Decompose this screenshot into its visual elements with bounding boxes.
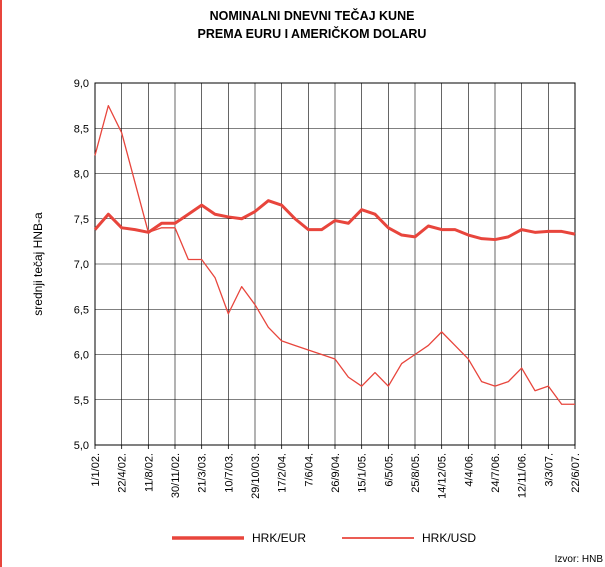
series-line (93, 199, 576, 242)
chart-title: NOMINALNI DNEVNI TEČAJ KUNE (210, 8, 415, 23)
chart-subtitle: PREMA EURU I AMERIČKOM DOLARU (198, 26, 427, 41)
x-tick-label: 21/3/03. (197, 453, 209, 493)
x-tick-label: 30/11/02. (170, 453, 182, 498)
x-tick-label: 17/2/04. (277, 453, 289, 493)
series-line (94, 104, 575, 405)
legend-label: HRK/USD (422, 531, 476, 545)
x-tick-label: 22/6/07. (570, 453, 582, 493)
legend-label: HRK/EUR (252, 531, 306, 545)
x-tick-label: 7/6/04. (303, 453, 315, 487)
x-tick-label: 4/4/06. (463, 453, 475, 487)
x-tick-label: 1/1/02. (90, 453, 102, 487)
x-tick-label: 14/12/05. (437, 453, 449, 499)
y-tick-label: 8,5 (74, 123, 89, 135)
x-tick-label: 15/1/05. (357, 453, 369, 493)
y-tick-label: 8,0 (74, 169, 89, 181)
y-tick-label: 5,5 (74, 395, 89, 407)
y-tick-label: 7,0 (74, 259, 89, 271)
y-tick-label: 6,0 (74, 350, 89, 362)
x-tick-label: 3/3/07. (543, 453, 555, 487)
y-tick-label: 5,0 (74, 440, 89, 452)
x-tick-label: 10/7/03. (223, 453, 235, 493)
x-tick-label: 25/8/05. (410, 453, 422, 493)
x-tick-label: 11/8/02. (143, 453, 155, 492)
x-tick-label: 22/4/02. (117, 453, 129, 493)
x-tick-label: 6/5/05. (383, 453, 395, 487)
y-tick-label: 7,5 (74, 214, 89, 226)
y-tick-label: 9,0 (74, 78, 89, 90)
x-tick-label: 24/7/06. (490, 453, 502, 493)
y-tick-label: 6,5 (74, 304, 89, 316)
source: Izvor: HNB (555, 554, 604, 565)
y-axis-label: srednji tečaj HNB-a (31, 212, 45, 316)
x-tick-label: 12/11/06. (517, 453, 529, 498)
x-tick-label: 26/9/04. (330, 453, 342, 493)
x-tick-label: 29/10/03. (250, 453, 262, 499)
